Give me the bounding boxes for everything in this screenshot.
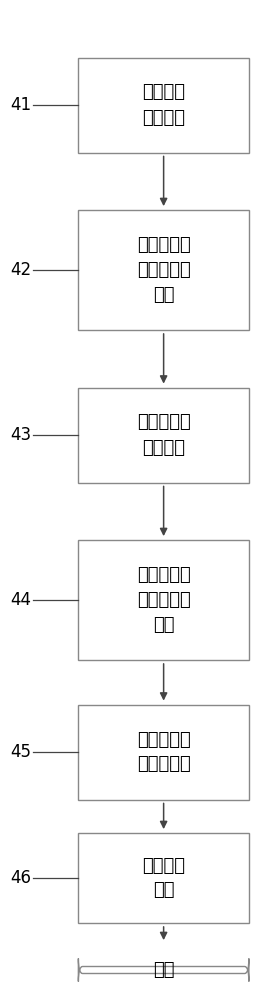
FancyBboxPatch shape — [78, 57, 249, 152]
Text: 拟合斜率移
动平均滤波
模块: 拟合斜率移 动平均滤波 模块 — [137, 566, 191, 634]
Text: 偏移修正
模块: 偏移修正 模块 — [142, 856, 185, 900]
Text: 输出: 输出 — [153, 961, 174, 979]
Text: 离散积分还
原数据模块: 离散积分还 原数据模块 — [137, 730, 191, 774]
FancyBboxPatch shape — [78, 704, 249, 800]
Text: 最小二乘法
拟合模块: 最小二乘法 拟合模块 — [137, 414, 191, 456]
Text: 45: 45 — [10, 743, 31, 761]
Text: 43: 43 — [10, 426, 31, 444]
Text: 数据截取选
择拟合窗口
模块: 数据截取选 择拟合窗口 模块 — [137, 236, 191, 304]
Text: 44: 44 — [10, 591, 31, 609]
Text: 42: 42 — [10, 261, 31, 279]
Text: 缓存输入
数据模块: 缓存输入 数据模块 — [142, 84, 185, 126]
Text: 46: 46 — [10, 869, 31, 887]
FancyBboxPatch shape — [78, 833, 249, 923]
FancyBboxPatch shape — [78, 388, 249, 483]
FancyBboxPatch shape — [78, 540, 249, 660]
Text: 41: 41 — [10, 96, 31, 114]
FancyBboxPatch shape — [78, 210, 249, 330]
FancyBboxPatch shape — [78, 958, 249, 982]
